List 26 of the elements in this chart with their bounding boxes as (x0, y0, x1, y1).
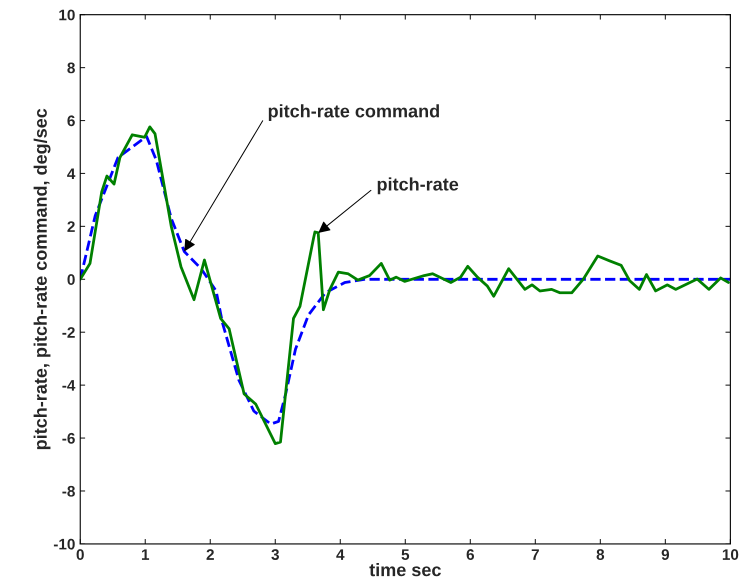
x-tick-label: 3 (271, 549, 279, 560)
y-tick-label: -2 (62, 327, 75, 338)
y-tick-label: -4 (62, 380, 76, 391)
x-tick-label: 1 (142, 549, 150, 560)
y-axis-title: pitch-rate, pitch-rate command, deg/sec (34, 108, 51, 450)
annotation: pitch-rate command (268, 104, 439, 122)
x-tick-label: 8 (596, 549, 604, 560)
y-tick-label: 6 (67, 115, 75, 126)
x-tick-label: 9 (662, 549, 670, 560)
y-tick-label: 2 (67, 221, 75, 232)
x-tick-label: 10 (722, 549, 738, 560)
x-tick-label: 2 (206, 549, 214, 560)
y-tick-label: -8 (62, 486, 75, 497)
x-tick-label: 4 (336, 549, 344, 560)
y-tick-label: -10 (54, 538, 75, 550)
annotation: pitch-rate (378, 177, 458, 194)
y-tick-label: 8 (67, 62, 75, 74)
y-tick-label: -6 (62, 432, 75, 444)
y-tick-label: 4 (67, 168, 76, 179)
x-tick-label: 5 (402, 549, 410, 560)
x-axis-title: time sec (369, 563, 441, 576)
y-tick-label: 10 (59, 10, 75, 20)
x-tick-label: 7 (532, 549, 539, 560)
y-tick-label: 0 (67, 274, 75, 285)
x-tick-label: 0 (76, 549, 84, 560)
x-tick-label: 6 (466, 549, 474, 560)
